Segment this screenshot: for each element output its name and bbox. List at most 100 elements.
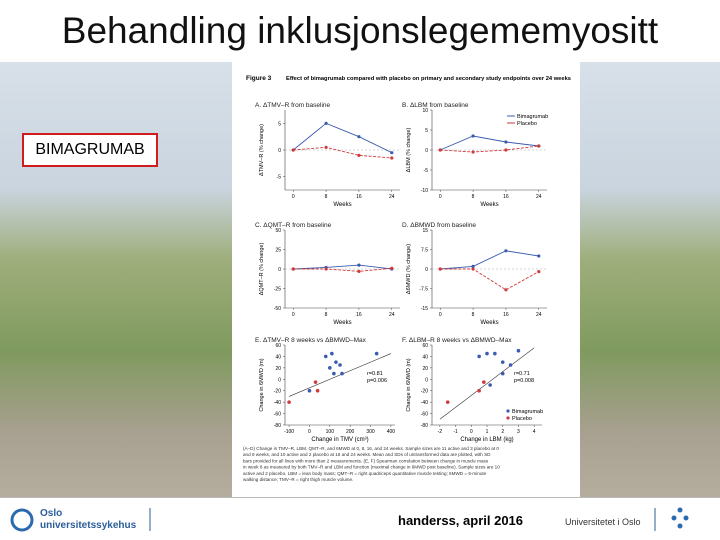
- x-tick-label: 16: [356, 194, 362, 200]
- point: [374, 351, 379, 356]
- y-tick-label: 20: [275, 366, 281, 372]
- figure-number: Figure 3: [246, 75, 272, 82]
- point: [390, 151, 394, 155]
- y-tick-label: -80: [421, 423, 428, 429]
- logo-dot: [671, 515, 677, 521]
- y-tick-label: -10: [421, 188, 428, 194]
- y-tick-label: -5: [424, 168, 429, 174]
- x-tick-label: -1: [453, 429, 458, 435]
- y-tick-label: -60: [274, 412, 281, 418]
- point: [357, 153, 361, 157]
- x-tick-label: 300: [366, 429, 375, 435]
- series-line: [440, 250, 539, 270]
- point: [516, 348, 521, 353]
- y-axis-label: ΔLBM (% change): [406, 128, 412, 173]
- title-band: [0, 0, 720, 62]
- y-tick-label: -25: [274, 287, 281, 293]
- series-line: [440, 135, 539, 151]
- x-tick-label: 0: [439, 312, 442, 318]
- fit-line: [439, 347, 535, 420]
- point: [287, 400, 291, 404]
- y-tick-label: 10: [422, 108, 428, 114]
- series-line: [440, 268, 540, 291]
- point: [334, 360, 338, 364]
- point: [340, 371, 344, 376]
- panel-title: C. ΔQMT–R from baseline: [255, 222, 332, 229]
- point: [504, 140, 508, 144]
- y-tick-label: -5: [277, 175, 282, 181]
- figure-panel: [232, 62, 580, 498]
- x-axis-label: Weeks: [333, 320, 351, 326]
- point: [500, 371, 505, 376]
- x-axis-label: Weeks: [480, 202, 498, 208]
- figure-heading: Effect of bimagrumab compared with place…: [286, 76, 571, 82]
- y-tick-label: 20: [422, 366, 428, 372]
- panel-title: A. ΔTMV–R from baseline: [255, 102, 331, 109]
- figure-caption: (A–D) Change in TMV–R, LBM, QMT–R, and 6…: [243, 446, 500, 482]
- caption-line: in week 8 as measured by both TMV–R and …: [243, 465, 500, 470]
- logo-dot: [683, 515, 689, 521]
- caption-line: and 8 weeks, and 10 active and 2 placebo…: [243, 452, 491, 457]
- point: [330, 351, 334, 356]
- point: [338, 363, 342, 367]
- point: [291, 148, 295, 152]
- series-line: [293, 264, 392, 270]
- point: [438, 148, 442, 152]
- y-tick-label: -7.5: [419, 287, 428, 293]
- point: [324, 267, 328, 271]
- x-tick-label: 3: [517, 429, 520, 435]
- y-tick-label: 0: [425, 377, 428, 383]
- x-tick-label: 24: [536, 312, 542, 318]
- x-axis-label: Change in TMV (cm³): [311, 437, 368, 443]
- caption-line: active and 2 placebo. LBM = lean body ma…: [243, 471, 487, 476]
- point: [471, 150, 475, 154]
- x-tick-label: 0: [439, 194, 442, 200]
- x-tick-label: 24: [389, 312, 395, 318]
- y-tick-label: 7.5: [421, 248, 428, 254]
- y-tick-label: 0: [278, 377, 281, 383]
- point: [500, 360, 505, 364]
- stat-label: p=0.006: [367, 378, 387, 384]
- x-tick-label: -100: [284, 429, 294, 435]
- x-tick-label: 400: [387, 429, 396, 435]
- fit-line: [288, 353, 392, 397]
- y-tick-label: 5: [278, 121, 281, 127]
- x-tick-label: 16: [503, 312, 509, 318]
- point: [493, 351, 497, 356]
- footer-text: handerss, april 2016: [398, 513, 523, 528]
- logo-icon: [10, 508, 34, 532]
- stat-label: r=0.81: [367, 371, 383, 377]
- x-tick-label: 0: [292, 312, 295, 318]
- y-tick-label: 0: [425, 267, 428, 273]
- x-tick-label: 0: [308, 429, 311, 435]
- y-axis-label: Δ6MWD (% change): [406, 244, 412, 294]
- legend-swatch: [506, 409, 510, 413]
- point: [537, 144, 541, 148]
- point: [390, 156, 394, 160]
- x-tick-label: 4: [533, 429, 536, 435]
- series-line: [292, 122, 392, 154]
- y-axis-label: ΔTMV–R (% change): [259, 124, 265, 176]
- x-axis-label: Weeks: [480, 320, 498, 326]
- point: [477, 354, 481, 359]
- point: [390, 266, 394, 270]
- logo-dot: [677, 507, 683, 513]
- x-axis-label: Weeks: [333, 202, 351, 208]
- point: [328, 366, 332, 370]
- x-tick-label: 100: [326, 429, 335, 435]
- series-line: [293, 146, 392, 159]
- point: [357, 263, 361, 267]
- series-line: [440, 145, 539, 153]
- y-tick-label: 0: [278, 267, 281, 273]
- x-tick-label: 8: [325, 312, 328, 318]
- y-tick-label: -40: [274, 400, 281, 406]
- x-tick-label: 0: [292, 194, 295, 200]
- point: [445, 400, 450, 404]
- y-tick-label: 25: [275, 248, 281, 254]
- caption-line: bars provided for all lines with more th…: [243, 458, 489, 463]
- point: [357, 269, 361, 273]
- point: [504, 288, 508, 292]
- y-tick-label: -60: [421, 412, 428, 418]
- legend-label: Bimagrumab: [517, 114, 548, 120]
